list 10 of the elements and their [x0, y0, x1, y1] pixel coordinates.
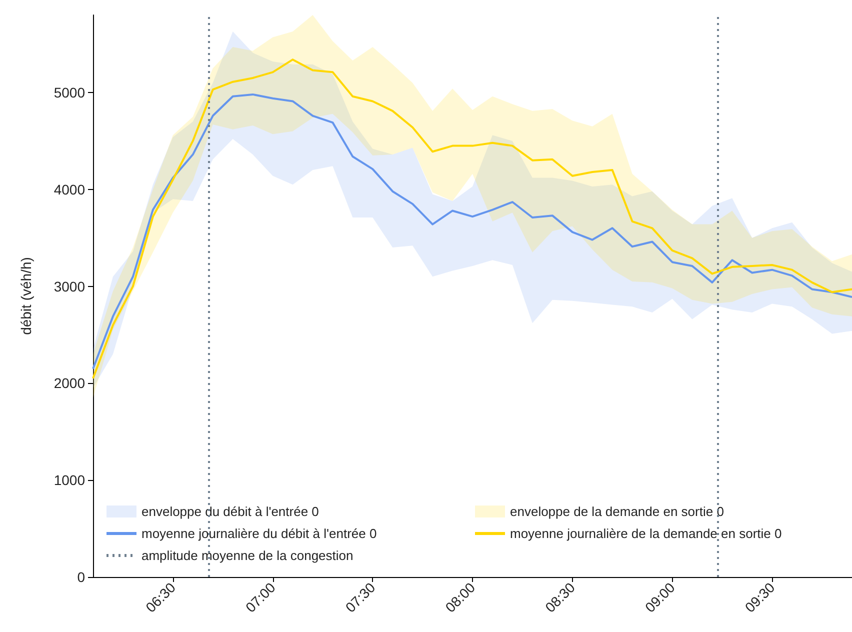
ref-line-label: amplitude moyenne de la congestion: [142, 548, 354, 563]
y-tick-label: 1000: [54, 472, 86, 488]
legend-label: moyenne journalière du débit à l'entrée 0: [142, 526, 377, 541]
y-tick-label: 4000: [54, 181, 86, 198]
y-tick-label: 0: [77, 569, 86, 585]
y-tick-label: 5000: [54, 84, 86, 101]
y-tick-label: 3000: [54, 278, 86, 294]
legend-label: moyenne journalière de la demande en sortie 0: [510, 526, 782, 541]
y-axis-title: débit (véh/h): [18, 257, 34, 335]
y-tick-label: 2000: [54, 375, 86, 392]
